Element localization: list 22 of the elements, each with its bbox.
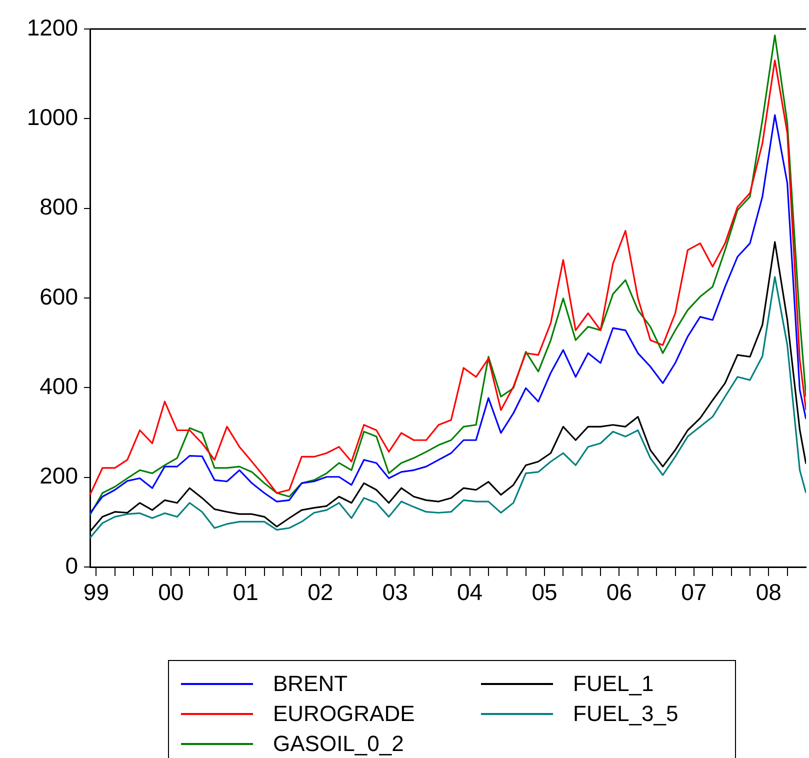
y-tick-label: 200: [40, 462, 78, 489]
legend-label: EUROGRADE: [273, 701, 415, 727]
x-tick-label: 06: [606, 579, 632, 606]
y-tick-label: 1200: [26, 14, 78, 40]
x-tick-label: 07: [681, 579, 707, 606]
x-tick-label: 99: [83, 579, 110, 606]
y-tick-label: 400: [40, 373, 78, 400]
legend-label: BRENT: [273, 671, 348, 697]
x-tick-label: 01: [232, 579, 258, 606]
x-tick-label: 03: [382, 579, 408, 606]
x-tick-label: 05: [532, 579, 558, 606]
legend-label: FUEL_1: [573, 671, 654, 697]
x-tick-label: 02: [308, 579, 334, 606]
y-tick-label: 1000: [26, 104, 78, 130]
legend-label: GASOIL_0_2: [273, 731, 404, 757]
y-tick-label: 800: [40, 194, 78, 220]
x-tick-label: 00: [158, 579, 184, 606]
legend-label: FUEL_3_5: [573, 701, 678, 727]
y-tick-label: 0: [65, 552, 78, 578]
x-tick-label: 04: [456, 579, 483, 606]
y-tick-label: 600: [40, 283, 78, 310]
x-tick-label: 08: [756, 579, 782, 606]
